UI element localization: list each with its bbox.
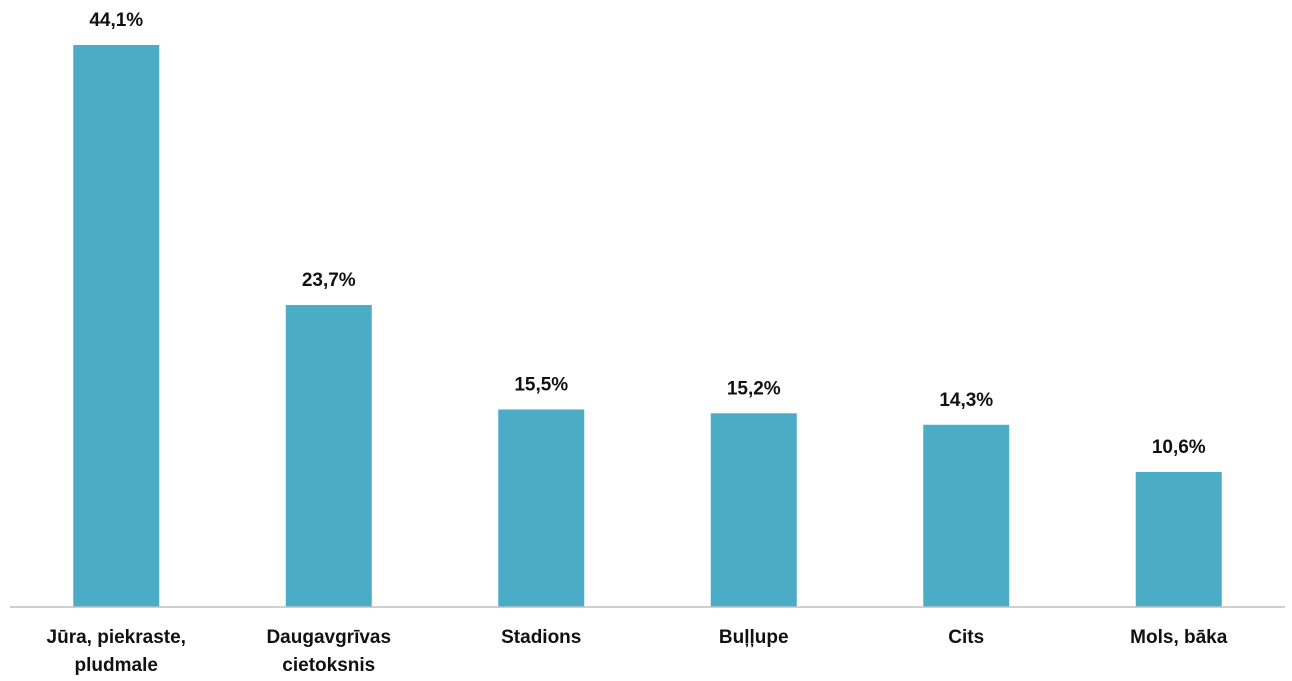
bar [285, 304, 372, 607]
data-label: 44,1% [89, 10, 143, 31]
data-label: 10,6% [1152, 437, 1206, 458]
data-label: 14,3% [939, 390, 993, 411]
x-tick-label: cietoksnis [282, 655, 375, 676]
data-label: 15,5% [514, 374, 568, 395]
x-tick-label: Buļļupe [719, 627, 789, 648]
bar [923, 424, 1010, 607]
data-label: 23,7% [302, 270, 356, 291]
x-tick-label: Mols, bāka [1130, 627, 1228, 648]
x-tick-label: Cits [948, 627, 984, 648]
bar [73, 45, 160, 607]
x-tick-label: pludmale [75, 655, 158, 676]
x-tick-label: Stadions [501, 627, 581, 648]
x-tick-label: Jūra, piekraste, [47, 627, 186, 648]
bar [498, 409, 585, 607]
bar [710, 413, 797, 607]
bar [1135, 471, 1222, 607]
x-tick-label: Daugavgrīvas [266, 627, 391, 648]
data-label: 15,2% [727, 378, 781, 399]
